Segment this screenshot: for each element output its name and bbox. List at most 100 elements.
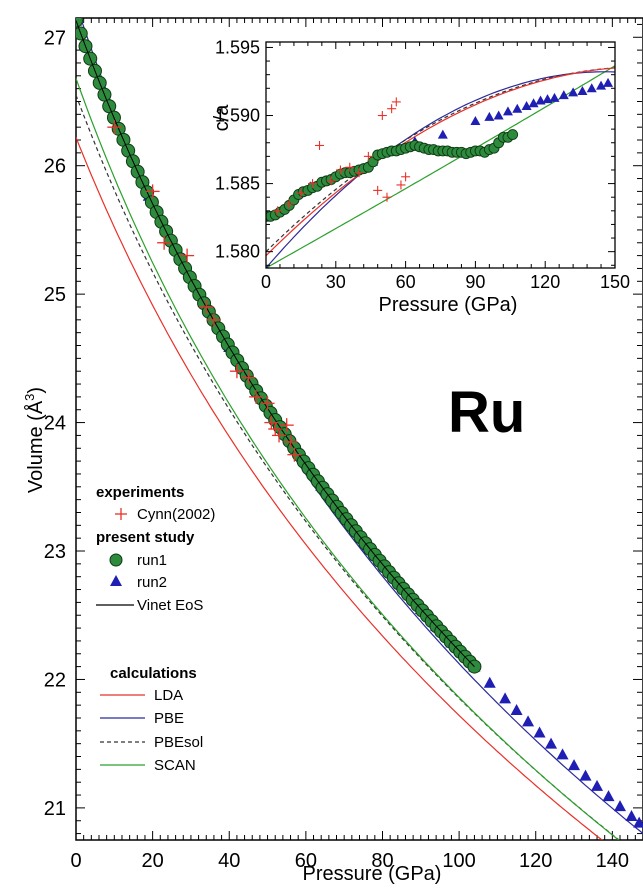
y-tick-label: 27 (44, 27, 66, 49)
x-tick-label: 0 (70, 850, 81, 872)
inset-run2-point (502, 106, 513, 116)
inset-cynn-point (391, 97, 401, 107)
inset-y-axis-title: c/a (211, 104, 233, 132)
inset-y-tick-label: 1.580 (215, 242, 260, 262)
main-plot-area (76, 18, 643, 840)
inset-frame (265, 41, 616, 269)
inset-run2-point (521, 100, 532, 110)
inset-run2-point (596, 80, 607, 90)
inset-cynn-point (345, 162, 355, 172)
legend-cynn-marker (115, 508, 127, 520)
inset-x-tick-label: 90 (465, 272, 485, 292)
x-tick-label: 120 (519, 850, 552, 872)
legend: experiments Cynn(2002) present study run… (96, 484, 215, 774)
cynn-point (107, 120, 122, 135)
inset-axes: 0 30 60 90 120 150 1.580 1.585 1.590 1.595 (215, 37, 630, 292)
run2-point (625, 810, 638, 822)
inset-run2-point (549, 92, 560, 102)
cynn-point (199, 299, 214, 314)
y-tick-label: 25 (44, 284, 66, 306)
element-label: Ru (448, 380, 525, 445)
inset-x-axis-title: Pressure (GPa) (379, 294, 518, 316)
legend-vinet-label: Vinet EoS (137, 597, 203, 614)
legend-run1-label: run1 (137, 552, 167, 569)
cynn-point (249, 389, 264, 404)
cynn-point (229, 364, 244, 379)
run1-point (76, 26, 88, 41)
x-axis-title: Pressure (GPa) (303, 863, 442, 885)
inset-cynn-point (382, 192, 392, 202)
run2-point (614, 800, 627, 812)
legend-run2-label: run2 (137, 574, 167, 591)
inset-cynn-point (354, 168, 364, 178)
inset-x-tick-label: 30 (326, 272, 346, 292)
y-axis-title: Volume (Å3) (22, 387, 47, 493)
inset-run2-point (493, 110, 504, 120)
cynn-point (268, 422, 283, 436)
inset-cynn-point (401, 172, 411, 182)
inset-cynn-point (373, 185, 383, 195)
run2-point (522, 715, 535, 727)
x-tick-label: 60 (295, 850, 317, 872)
y-axis-title-main: Volume (Å (24, 400, 47, 493)
cynn-point (260, 396, 275, 411)
y-axis-title-sup: 3 (22, 394, 37, 401)
x-tick-label: 80 (371, 850, 393, 872)
inset-run1-point (507, 129, 519, 141)
inset-cynn-point (296, 188, 306, 198)
inset-x-tick-label: 150 (600, 272, 630, 292)
inset-cynn-point (308, 179, 318, 189)
curve-scan (76, 78, 620, 840)
inset-curve-pbesol (266, 67, 615, 253)
cynn-point (283, 434, 298, 449)
y-tick-label: 26 (44, 156, 66, 178)
run1-point (76, 18, 83, 28)
x-tick-label: 140 (596, 850, 629, 872)
run2-point (579, 769, 592, 781)
run2-point (568, 759, 581, 771)
inset-y-tick-label: 1.595 (215, 37, 260, 57)
inset-plot-area (266, 65, 615, 268)
run2-point (545, 737, 558, 749)
inset-cynn-point (363, 151, 373, 161)
legend-cynn-label: Cynn(2002) (137, 506, 215, 523)
run2-point (499, 692, 512, 704)
legend-experiments-header: experiments (96, 484, 184, 501)
run2-point (633, 816, 643, 828)
run2-point (483, 676, 496, 688)
inset-run2-point (437, 129, 448, 139)
y-tick-label: 23 (44, 541, 66, 563)
inset-cynn-point (273, 206, 283, 216)
curve-vinet (76, 20, 475, 667)
inset-run2-point (528, 98, 539, 108)
run2-point (510, 703, 523, 715)
run2-point (602, 790, 615, 802)
inset-curve-lda (266, 67, 615, 257)
curve-lda (76, 137, 603, 840)
y-tick-label: 21 (44, 798, 66, 820)
cynn-point (241, 370, 256, 385)
inset-run2-point (577, 86, 588, 96)
legend-scan-label: SCAN (154, 757, 196, 774)
cynn-point (264, 415, 279, 430)
run2-point (591, 779, 604, 791)
inset-run2-point (568, 87, 579, 97)
inset-run2-point (512, 103, 523, 113)
cynn-point (287, 447, 302, 462)
run2-point (533, 726, 546, 738)
x-tick-label: 100 (442, 850, 475, 872)
inset-cynn-point (284, 199, 294, 209)
inset-run2-point (558, 90, 569, 100)
cynn-point (145, 184, 160, 199)
inset-y-tick-label: 1.585 (215, 174, 260, 194)
inset-run2-point (603, 77, 614, 87)
y-tick-label: 24 (44, 413, 66, 435)
inset-cynn-point (335, 165, 345, 175)
cynn-point (279, 418, 294, 433)
cynn-point (272, 428, 287, 443)
inset-curve-pbe (266, 71, 615, 268)
legend-pbesol-label: PBEsol (154, 734, 203, 751)
inset-x-tick-label: 120 (530, 272, 560, 292)
legend-calculations-header: calculations (110, 665, 197, 682)
